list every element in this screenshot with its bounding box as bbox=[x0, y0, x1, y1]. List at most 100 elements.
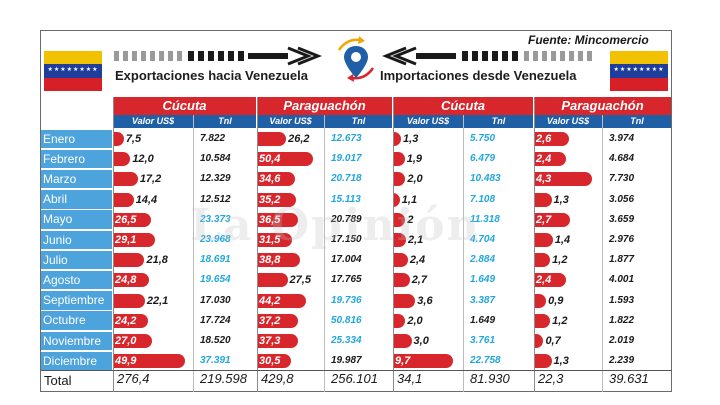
month-label: Mayo bbox=[41, 210, 112, 229]
bar bbox=[113, 212, 152, 227]
tnl-value: 19.736 bbox=[331, 294, 362, 306]
bar bbox=[257, 334, 299, 348]
bar-value-label: 44,2 bbox=[259, 294, 281, 307]
group-header: Cúcuta bbox=[113, 97, 256, 115]
column-divider bbox=[113, 97, 114, 392]
subheader-tnl: Tnl bbox=[325, 115, 392, 128]
location-pin-icon bbox=[337, 36, 375, 82]
tnl-value: 1.877 bbox=[609, 254, 635, 266]
bar bbox=[113, 334, 152, 348]
tnl-value: 10.584 bbox=[200, 153, 231, 165]
bar bbox=[393, 233, 406, 247]
bar bbox=[257, 172, 296, 187]
tnl-value: 2.884 bbox=[470, 254, 496, 266]
subheader-valor: Valor US$ bbox=[113, 115, 193, 128]
tnl-value: 50.816 bbox=[331, 314, 362, 326]
total-label: Total bbox=[44, 373, 72, 388]
bar bbox=[393, 212, 406, 227]
group-header: Paraguachón bbox=[534, 97, 671, 115]
subheader-tnl: Tnl bbox=[194, 115, 256, 128]
bar-value-label: 30,5 bbox=[259, 355, 281, 368]
total-value: 256.101 bbox=[331, 371, 378, 386]
subheader-valor: Valor US$ bbox=[393, 115, 463, 128]
subcolumn-divider bbox=[602, 115, 603, 392]
bar-value-label: 36,5 bbox=[259, 213, 281, 226]
tnl-value: 3.659 bbox=[609, 213, 635, 225]
bar-value-label: 1,9 bbox=[406, 153, 423, 166]
subcolumn-divider bbox=[324, 115, 325, 392]
tnl-value: 1.593 bbox=[609, 294, 635, 306]
tnl-value: 17.765 bbox=[331, 274, 362, 286]
bar bbox=[534, 233, 553, 247]
total-value: 34,1 bbox=[397, 371, 423, 386]
bar bbox=[534, 192, 552, 207]
bar bbox=[534, 172, 592, 187]
subcolumn-divider bbox=[193, 115, 194, 392]
tnl-value: 23.373 bbox=[200, 213, 231, 225]
tnl-value: 2.239 bbox=[609, 355, 635, 367]
group-header: Cúcuta bbox=[393, 97, 533, 115]
bar-value-label: 2,6 bbox=[536, 133, 552, 145]
bar-value-label: 1,4 bbox=[554, 234, 571, 246]
bar bbox=[113, 354, 185, 369]
bar bbox=[393, 313, 406, 328]
bar-value-label: 2,0 bbox=[407, 173, 423, 186]
tnl-value: 4.704 bbox=[470, 234, 496, 245]
month-label: Octubre bbox=[41, 311, 112, 330]
bar bbox=[257, 212, 298, 227]
tnl-value: 2.019 bbox=[609, 335, 635, 346]
bar-value-label: 1,2 bbox=[552, 314, 568, 327]
column-divider bbox=[534, 97, 535, 392]
month-label: Junio bbox=[41, 230, 112, 249]
tnl-value: 19.654 bbox=[200, 274, 231, 286]
bar bbox=[113, 233, 155, 247]
tnl-value: 7.730 bbox=[609, 173, 635, 185]
venezuela-flag-icon: ★★★★★★★★ bbox=[44, 51, 102, 91]
month-label: Enero bbox=[41, 129, 112, 148]
source-note: Fuente: Mincomercio bbox=[528, 33, 649, 47]
tnl-value: 37.391 bbox=[200, 355, 231, 367]
bar bbox=[257, 313, 299, 328]
bar bbox=[534, 293, 547, 308]
total-value: 276,4 bbox=[117, 371, 150, 386]
tnl-value: 12.673 bbox=[331, 133, 362, 144]
bar bbox=[393, 293, 416, 308]
bar bbox=[257, 273, 288, 288]
bar-value-label: 1,2 bbox=[552, 254, 568, 267]
bar bbox=[113, 253, 145, 268]
subheader-valor: Valor US$ bbox=[534, 115, 602, 128]
month-label: Abril bbox=[41, 190, 112, 209]
group-header: Paraguachón bbox=[257, 97, 392, 115]
bar-value-label: 0,9 bbox=[548, 294, 564, 307]
bar bbox=[393, 273, 410, 288]
bar bbox=[113, 293, 145, 308]
bar bbox=[257, 233, 292, 247]
tnl-value: 15.113 bbox=[331, 193, 361, 205]
bar-value-label: 24,2 bbox=[115, 314, 137, 327]
bar bbox=[534, 212, 571, 227]
bar bbox=[113, 152, 131, 167]
bar bbox=[257, 192, 297, 207]
tnl-value: 11.318 bbox=[470, 213, 500, 225]
total-value: 22,3 bbox=[538, 371, 564, 386]
bar bbox=[393, 172, 406, 187]
tnl-value: 3.761 bbox=[470, 335, 496, 346]
bar-value-label: 0,7 bbox=[545, 335, 561, 347]
bar-value-label: 38,8 bbox=[259, 254, 281, 267]
tnl-value: 6.479 bbox=[470, 153, 496, 165]
bar bbox=[534, 313, 551, 328]
tnl-value: 10.483 bbox=[470, 173, 501, 185]
bar bbox=[534, 253, 551, 268]
bar bbox=[113, 192, 134, 207]
bar bbox=[113, 273, 149, 288]
tnl-value: 3.974 bbox=[609, 133, 635, 144]
bar-value-label: 37,3 bbox=[259, 335, 281, 347]
total-value: 81.930 bbox=[470, 371, 510, 386]
month-label: Noviembre bbox=[41, 331, 112, 350]
bar-value-label: 4,3 bbox=[536, 173, 552, 186]
bar-value-label: 37,2 bbox=[259, 314, 281, 327]
tnl-value: 19.987 bbox=[331, 355, 362, 367]
bar-value-label: 34,6 bbox=[259, 173, 281, 186]
tnl-value: 23.968 bbox=[200, 234, 231, 245]
bar bbox=[113, 172, 138, 187]
